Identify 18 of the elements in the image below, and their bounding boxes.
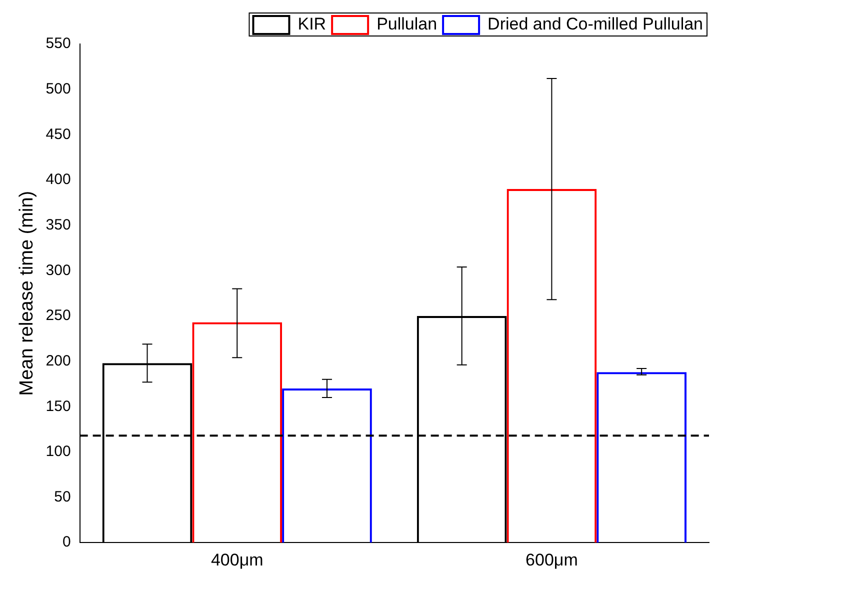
x-tick-label: 600μm <box>526 550 578 570</box>
y-tick-label: 100 <box>46 443 71 460</box>
y-tick-label: 300 <box>46 262 71 279</box>
y-tick-label: 400 <box>46 171 71 188</box>
x-tick-label: 400μm <box>210 550 264 570</box>
y-tick-label: 500 <box>46 80 71 98</box>
legend-label: Dried and Co-milled Pullulan <box>488 14 704 34</box>
y-tick-label: 450 <box>46 126 71 143</box>
y-tick-label: 150 <box>46 398 71 415</box>
y-tick-label: 350 <box>46 216 71 234</box>
legend-label: KIR <box>298 14 326 34</box>
y-tick-label: 250 <box>46 307 71 324</box>
y-tick-label: 200 <box>46 352 71 370</box>
y-axis-title: Mean release time (min) <box>16 190 38 396</box>
y-tick-label: 0 <box>62 534 71 551</box>
y-tick-label: 50 <box>54 488 71 506</box>
legend-label: Pullulan <box>376 14 438 34</box>
y-tick-label: 550 <box>46 35 71 52</box>
